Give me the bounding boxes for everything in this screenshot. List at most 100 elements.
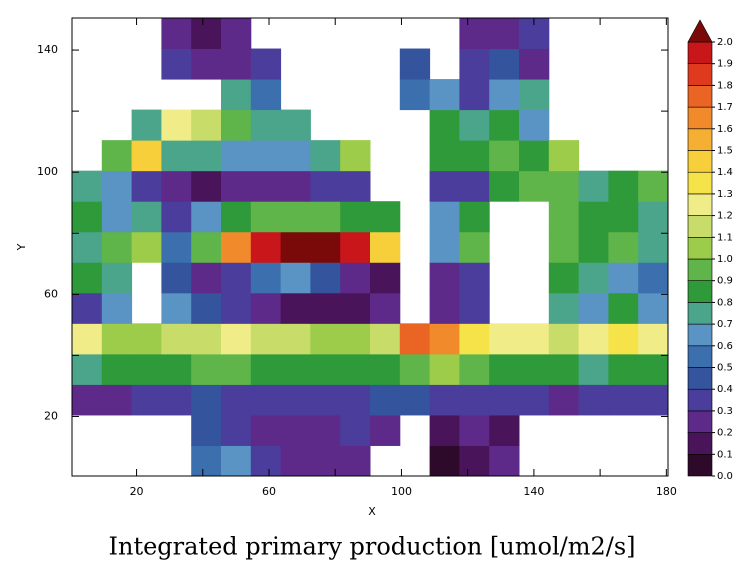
heat-cell [459,323,490,355]
heat-cell [280,231,311,263]
heat-cell [608,292,639,324]
heat-cell [548,384,580,416]
colorbar-label: 0.4 [717,384,733,395]
heat-cell [221,353,252,385]
heat-cell [489,414,520,446]
heat-cell [161,18,192,50]
heat-cell [72,292,103,324]
heat-cell [340,384,371,416]
heat-cell [280,140,311,172]
heat-cell [399,323,431,355]
y-tick-label: 60 [44,287,58,300]
heat-cell [608,170,639,202]
colorbar-label: 0.0 [717,471,733,482]
heat-cell [399,79,431,111]
heat-cell [638,201,669,233]
heat-cell [221,109,252,141]
heat-cell [310,384,341,416]
heat-cell [429,323,460,355]
heat-cell [191,445,222,477]
heat-cell [429,201,460,233]
x-tick-label: 180 [656,485,677,498]
heat-cell [101,262,133,294]
heat-cell [250,201,282,233]
heat-cell [161,384,192,416]
heat-cell [519,353,550,385]
heat-cell [131,323,162,355]
heat-cell [340,201,371,233]
heat-cell [161,231,192,263]
chart-title: Integrated primary production [umol/m2/s… [109,533,636,561]
y-tick-label: 100 [37,165,58,178]
heat-cell [191,323,222,355]
heat-cell [578,170,609,202]
colorbar-box [687,41,713,65]
heat-cell [161,292,192,324]
heat-cell [191,262,222,294]
heat-cell [399,48,431,80]
heat-cell [459,18,490,50]
heat-cell [459,262,490,294]
heat-cell [489,109,520,141]
heat-cell [221,201,252,233]
heat-cell [161,323,192,355]
heat-cell [280,414,311,446]
heat-cell [429,353,460,385]
colorbar-label: 1.7 [717,102,733,113]
colorbar-label: 1.9 [717,59,733,70]
heat-cell [399,384,431,416]
heat-cell [310,445,341,477]
colorbar-box [687,258,713,282]
heat-cell [429,262,460,294]
heat-cell [340,323,371,355]
heat-cell [399,353,431,385]
heat-cell [459,231,490,263]
colorbar-label: 0.5 [717,363,733,374]
heat-cell [72,201,103,233]
colorbar-box [687,388,713,412]
heat-cell [310,231,341,263]
colorbar-label: 1.8 [717,80,733,91]
heat-cell [608,262,639,294]
colorbar-box [687,63,713,86]
heat-cell [131,384,162,416]
heat-cell [638,262,669,294]
heat-cell [429,140,460,172]
heat-cell [459,384,490,416]
heat-cell [370,262,401,294]
heat-cell [578,353,609,385]
heat-cell [310,323,341,355]
heat-cell [221,140,252,172]
heat-cell [519,79,550,111]
heat-cell [191,231,222,263]
heat-cell [280,323,311,355]
heat-cell [429,231,460,263]
colorbar-label: 1.0 [717,254,733,265]
heat-cell [72,262,103,294]
heat-cell [370,292,401,324]
heat-cell [429,445,460,477]
heat-cell [221,231,252,263]
colorbar-box [687,453,713,477]
heat-cell [72,231,103,263]
heat-cell [370,353,401,385]
heat-cell [310,262,341,294]
heat-cell [250,231,282,263]
heat-cell [250,414,282,446]
x-tick-label: 100 [391,485,412,498]
heat-cell [101,201,133,233]
colorbar-box [687,171,713,195]
heat-cell [608,353,639,385]
colorbar-box [687,345,713,368]
colorbar-box [687,106,713,130]
heat-cell [459,414,490,446]
heat-cell [459,109,490,141]
heat-cell [101,323,133,355]
heat-cell [370,384,401,416]
heat-cell [429,384,460,416]
heat-cell [221,292,252,324]
heat-cell [280,201,311,233]
colorbar-label: 0.1 [717,449,733,460]
heat-cell [578,201,609,233]
heat-cell [191,292,222,324]
